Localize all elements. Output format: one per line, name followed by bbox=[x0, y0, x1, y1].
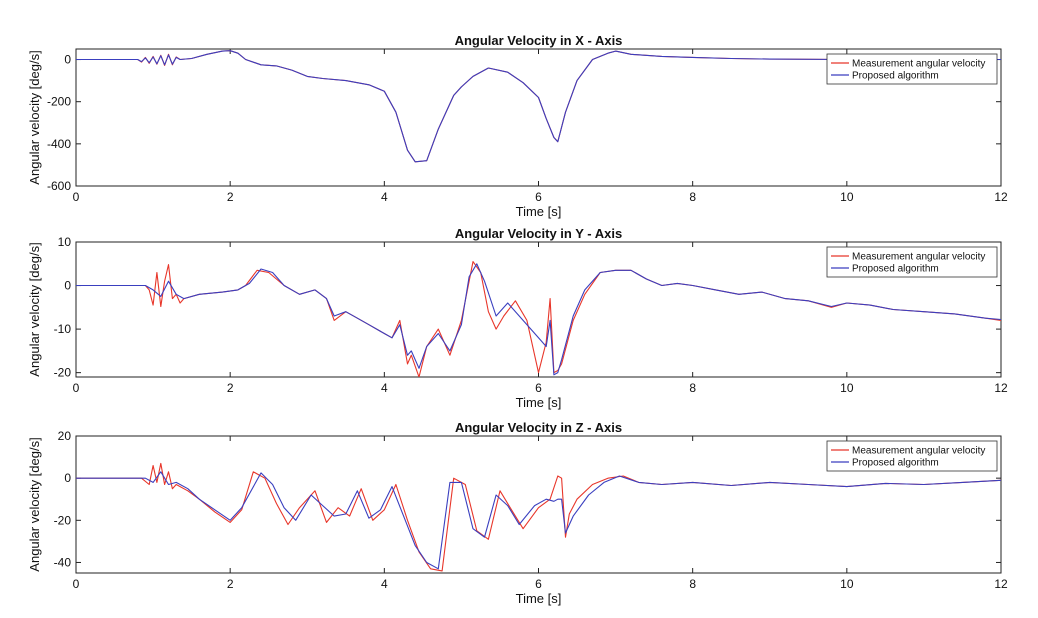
x-tick-label: 4 bbox=[381, 381, 388, 395]
legend-label: Proposed algorithm bbox=[852, 264, 939, 275]
x-axis-label: Time [s] bbox=[516, 204, 562, 219]
y-axis-label: Angular velocity [deg/s] bbox=[27, 242, 42, 376]
x-tick-label: 12 bbox=[994, 577, 1008, 591]
chart-panel: 0 2 4 6 8 10 12 -600 -400 -200 0 Angular Velocity i… bbox=[27, 33, 1008, 219]
x-tick-label: 0 bbox=[73, 190, 80, 204]
series-line bbox=[76, 471, 1001, 570]
x-tick-label: 4 bbox=[381, 190, 388, 204]
x-tick-label: 8 bbox=[689, 577, 696, 591]
y-tick-label: -40 bbox=[54, 555, 72, 569]
x-tick-label: 10 bbox=[840, 577, 854, 591]
x-tick-label: 10 bbox=[840, 190, 854, 204]
x-tick-label: 6 bbox=[535, 577, 542, 591]
y-tick-label: -10 bbox=[54, 322, 72, 336]
y-tick-label: -20 bbox=[54, 366, 72, 380]
legend-label: Measurement angular velocity bbox=[852, 252, 985, 263]
y-axis-label: Angular velocity [deg/s] bbox=[27, 437, 42, 571]
y-axis-label: Angular velocity [deg/s] bbox=[27, 50, 42, 184]
legend-label: Measurement angular velocity bbox=[852, 59, 985, 70]
y-tick-label: -600 bbox=[47, 179, 71, 193]
x-tick-label: 2 bbox=[227, 381, 234, 395]
x-tick-label: 6 bbox=[535, 381, 542, 395]
x-tick-label: 8 bbox=[689, 190, 696, 204]
series-line bbox=[76, 263, 1001, 376]
x-axis-label: Time [s] bbox=[516, 395, 562, 410]
chart-title: Angular Velocity in X - Axis bbox=[455, 33, 623, 48]
y-tick-label: 20 bbox=[58, 429, 72, 443]
chart-panel: 0 2 4 6 8 10 12 -20 -10 0 10 Angular Velocity in Y … bbox=[27, 226, 1008, 410]
legend-label: Proposed algorithm bbox=[852, 71, 939, 82]
y-tick-label: 0 bbox=[64, 53, 71, 67]
x-axis-label: Time [s] bbox=[516, 591, 562, 606]
x-tick-label: 12 bbox=[994, 381, 1008, 395]
legend-box bbox=[826, 246, 998, 278]
y-tick-label: 0 bbox=[64, 279, 71, 293]
x-tick-label: 2 bbox=[227, 577, 234, 591]
x-tick-label: 2 bbox=[227, 190, 234, 204]
x-tick-label: 0 bbox=[73, 577, 80, 591]
y-tick-label: 0 bbox=[64, 471, 71, 485]
x-tick-label: 6 bbox=[535, 190, 542, 204]
x-tick-label: 12 bbox=[994, 190, 1008, 204]
x-tick-label: 8 bbox=[689, 381, 696, 395]
y-tick-label: -20 bbox=[54, 513, 72, 527]
x-tick-label: 4 bbox=[381, 577, 388, 591]
legend-label: Measurement angular velocity bbox=[852, 446, 985, 457]
series-line bbox=[76, 50, 1001, 163]
x-tick-label: 10 bbox=[840, 381, 854, 395]
chart-panel: 0 2 4 6 8 10 12 -40 -20 0 20 Angular Velocity in Z … bbox=[27, 420, 1008, 606]
legend-box bbox=[826, 440, 998, 472]
chart-title: Angular Velocity in Z - Axis bbox=[455, 420, 622, 435]
chart-title: Angular Velocity in Y - Axis bbox=[455, 226, 622, 241]
legend-label: Proposed algorithm bbox=[852, 458, 939, 469]
y-tick-label: -400 bbox=[47, 137, 71, 151]
y-tick-label: -200 bbox=[47, 95, 71, 109]
x-tick-label: 0 bbox=[73, 381, 80, 395]
y-tick-label: 10 bbox=[58, 235, 72, 249]
legend-box bbox=[826, 53, 998, 85]
